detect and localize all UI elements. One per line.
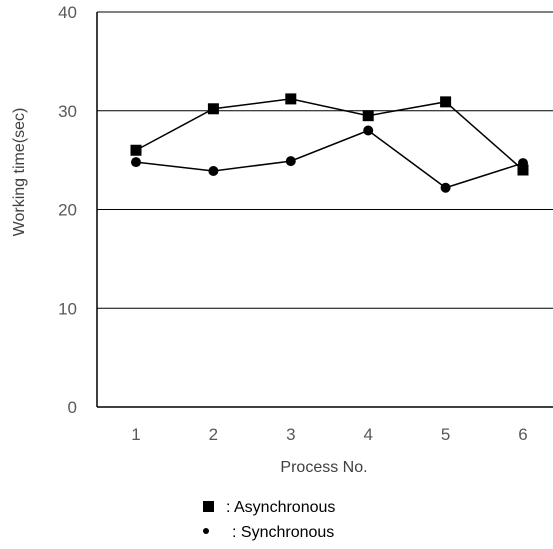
data-point-synchronous: [440, 182, 451, 193]
legend: : Asynchronous : Synchronous: [203, 499, 335, 541]
y-tick-label: 0: [68, 398, 77, 417]
x-axis-title: Process No.: [280, 459, 367, 476]
series-line-asynchronous: [135, 98, 524, 171]
legend-label-asynchronous: : Asynchronous: [226, 499, 335, 516]
data-point-synchronous: [363, 125, 374, 136]
y-axis-title: Working time(sec): [11, 108, 28, 237]
data-point-asynchronous: [440, 96, 452, 108]
y-tick-label: 30: [58, 102, 77, 121]
y-tick-label: 20: [58, 201, 77, 220]
x-tick-label: 5: [441, 425, 450, 444]
legend-circle-marker: [203, 528, 209, 534]
legend-square-marker: [203, 501, 214, 512]
data-point-synchronous: [285, 156, 296, 167]
data-point-synchronous: [208, 165, 219, 176]
x-tick-labels: 1 2 3 4 5 6: [131, 425, 527, 444]
legend-label-synchronous: : Synchronous: [232, 524, 334, 541]
series-line-synchronous: [135, 129, 524, 189]
data-point-asynchronous: [517, 164, 529, 176]
data-point-synchronous: [131, 157, 141, 168]
gridlines: [97, 110, 553, 309]
y-tick-labels: 0 10 20 30 40: [58, 3, 77, 417]
x-tick-label: 6: [518, 425, 527, 444]
data-point-synchronous: [518, 158, 528, 169]
x-tick-label: 2: [209, 425, 218, 444]
series-group: [130, 93, 529, 193]
x-tick-label: 4: [363, 425, 372, 444]
x-tick-label: 1: [131, 425, 140, 444]
axes: [96, 11, 553, 408]
data-point-asynchronous: [362, 110, 374, 122]
data-point-asynchronous: [207, 103, 219, 115]
y-tick-label: 40: [58, 3, 77, 22]
y-tick-label: 10: [58, 299, 77, 318]
data-point-asynchronous: [130, 144, 142, 156]
data-point-asynchronous: [285, 93, 297, 105]
x-tick-label: 3: [286, 425, 295, 444]
